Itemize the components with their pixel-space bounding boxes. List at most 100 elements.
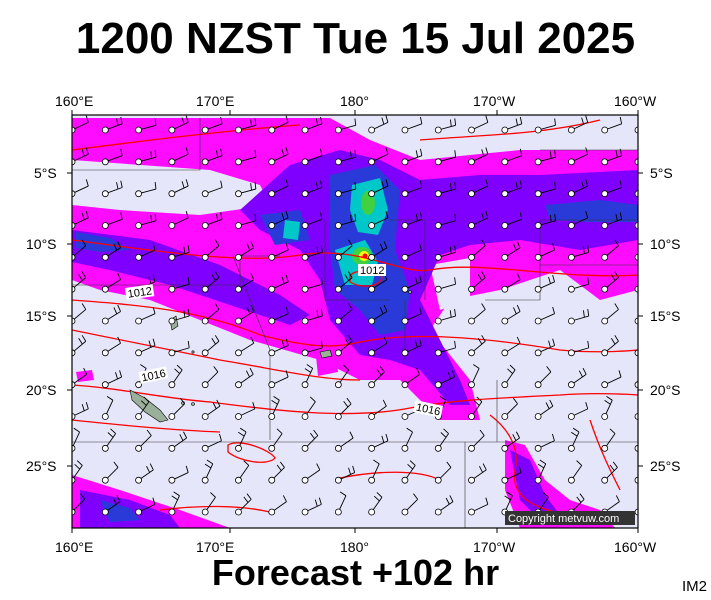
wind-barb [135,213,157,229]
wind-barb [368,115,389,134]
wind-barb [101,148,123,166]
wind-barb [101,336,121,357]
lon-label-top: 170°E [196,93,234,109]
copyright-box [505,511,635,525]
wind-barb [101,495,121,516]
wind-barb [201,303,220,325]
wind-barb [501,336,521,357]
lon-label-top: 180° [340,93,369,109]
wind-barb [101,461,119,484]
wind-barb [568,309,590,325]
wind-barb [601,303,619,325]
wind-barb [72,239,87,261]
wind-barb [468,271,486,293]
wind-barb [201,212,223,229]
isobar-labels: 1012 1012 1016 1016 [124,264,444,418]
wind-barb [468,179,489,198]
wind-barb [568,340,590,357]
wind-barb [368,366,385,389]
wind-barb [135,364,147,389]
wind-barb [168,465,189,484]
wind-barb [568,115,589,134]
wind-barb [135,243,156,261]
wind-barb [235,182,257,198]
wind-barb [634,349,638,357]
wind-barb [135,429,152,452]
wind-barb [201,433,222,452]
wind-barb [568,277,590,293]
wind-barb [72,179,89,198]
wind-barb [72,271,87,293]
wind-barb [534,150,556,166]
wind-barb [72,115,89,134]
wind-barb [168,147,189,166]
wind-barb [468,364,480,389]
wind-barb [101,241,121,261]
wind-barb [334,182,357,198]
wind-barb [168,397,185,420]
wind-barb [468,239,486,261]
lat-label-left: 20°S [26,382,57,398]
wind-barb [434,461,452,484]
wind-barb [334,150,357,166]
wind-barb [534,459,547,484]
wind-barb [434,340,456,357]
wind-barb [468,396,483,420]
wind-barb [268,243,289,261]
wind-barb [368,241,388,261]
wind-barb [368,459,380,484]
wind-barb [135,338,156,357]
wind-barb [368,179,389,198]
wind-barb [434,428,449,452]
wind-barbs [72,115,638,516]
wind-barb [368,336,388,357]
wind-barb [301,340,323,357]
wind-barb [634,158,638,166]
wind-barb [168,277,190,293]
wind-barb [534,274,555,293]
wind-barb [201,492,216,516]
wind-barb [601,271,619,293]
wind-barb [634,444,638,452]
wind-barb [72,147,89,166]
wind-barb [101,180,123,198]
wind-barb [501,397,518,420]
wind-barb [634,126,638,134]
wind-barb [501,465,522,484]
wind-barb [568,211,589,229]
wind-barb [201,366,219,389]
wind-barb [268,211,289,229]
wind-barb [201,116,223,134]
wind-barb [135,396,150,420]
wind-barb [301,396,316,420]
wind-barb [168,115,189,134]
wind-barb [101,395,114,420]
wind-barb [101,116,123,134]
wind-barb [568,179,589,198]
wind-barb [235,336,255,357]
wind-barb [301,429,319,452]
wind-barb [601,395,613,420]
wind-barb [135,150,157,166]
lon-label-top: 160°E [55,93,93,109]
wind-barb [468,303,486,325]
wind-barb [501,180,523,198]
wind-barb [168,211,189,229]
image-tag: IM2 [681,578,707,595]
lon-label-bottom: 160°E [55,539,93,555]
page-title: 1200 NZST Tue 15 Jul 2025 [75,14,636,63]
wind-barb [268,428,283,452]
lat-label-left: 15°S [26,308,57,324]
lat-label-right: 15°S [650,308,681,324]
wind-barb [601,335,619,357]
wind-barb [268,338,289,357]
wind-barb [401,493,419,516]
wind-barb [268,147,289,166]
lat-label-right: 20°S [650,382,681,398]
wind-barb [235,213,257,229]
wind-barb [301,116,323,134]
wind-barb [368,304,388,325]
wind-barb [301,180,323,198]
lat-label-left: 10°S [26,236,57,252]
